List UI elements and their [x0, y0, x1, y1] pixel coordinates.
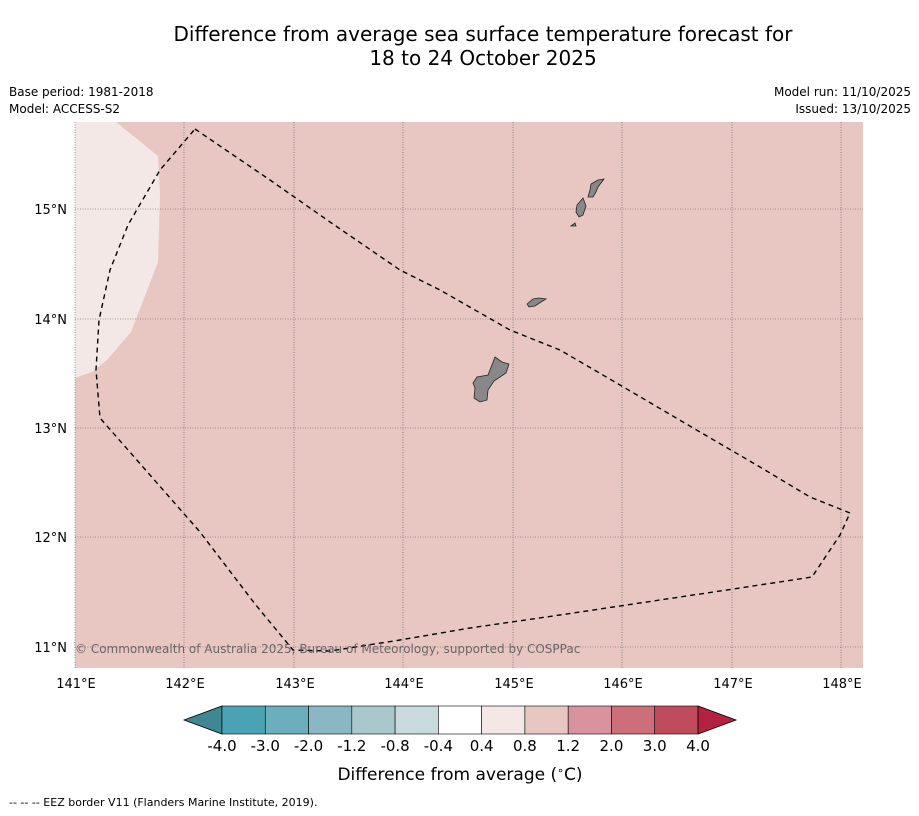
colorbar-tick-label: -0.8: [380, 737, 409, 755]
colorbar-tick-label: -4.0: [207, 737, 236, 755]
model-name: Model: ACCESS-S2: [9, 102, 121, 116]
colorbar-bin: [264, 705, 309, 735]
colorbar-tick-label: 1.2: [556, 737, 580, 755]
island-guam: [472, 356, 510, 403]
colorbar-tick-label: 4.0: [686, 737, 710, 755]
colorbar-tick-label: 0.8: [513, 737, 537, 755]
copyright-text: © Commonwealth of Australia 2025, Bureau…: [75, 642, 580, 656]
colorbar-tick-label: -0.4: [424, 737, 453, 755]
colorbar-bin: [308, 705, 353, 735]
figure-title: Difference from average sea surface temp…: [0, 22, 919, 70]
island-saipan: [587, 178, 605, 198]
colorbar-tick-labels: -4.0 -3.0 -2.0 -1.2 -0.8 -0.4 0.4 0.8 1.2 2.0 3.0 4…: [207, 737, 710, 755]
lat-label-15: 15°N: [34, 203, 67, 218]
colorbar-bin: [611, 705, 656, 735]
colorbar-low-extend: [182, 705, 223, 735]
island-aguijan: [569, 222, 577, 227]
meta-right: Model run: 11/10/2025 Issued: 13/10/2025: [774, 84, 911, 118]
colorbar-title: Difference from average (∘C): [337, 764, 582, 785]
land: [472, 178, 605, 403]
colorbar-bin: [567, 705, 612, 735]
meta-left: Base period: 1981-2018 Model: ACCESS-S2: [9, 84, 154, 118]
island-rota: [526, 297, 548, 308]
lat-label-11: 11°N: [34, 641, 67, 656]
colorbar-tick-label: 3.0: [643, 737, 667, 755]
colorbar-tick-label: -2.0: [294, 737, 323, 755]
graticule: [74, 122, 863, 668]
colorbar-tick-label: -3.0: [251, 737, 280, 755]
colorbar-bin: [654, 705, 699, 735]
island-tinian: [575, 197, 587, 218]
colorbar-bin: [351, 705, 396, 735]
lon-label-146: 146°E: [603, 677, 643, 692]
colorbar-bin: [524, 705, 569, 735]
eez-footnote: -- -- -- EEZ border V11 (Flanders Marine…: [9, 796, 318, 809]
colorbar-bin: [394, 705, 439, 735]
lat-label-13: 13°N: [34, 422, 67, 437]
colorbar-high-extend: [697, 705, 738, 735]
latitude-labels: 15°N 14°N 13°N 12°N 11°N: [34, 203, 67, 656]
lon-label-147: 147°E: [713, 677, 753, 692]
issued-date: Issued: 13/10/2025: [795, 102, 911, 116]
title-line-1: Difference from average sea surface temp…: [173, 22, 793, 46]
title-line-2: 18 to 24 October 2025: [369, 46, 597, 70]
colorbar-bin: [438, 705, 482, 735]
colorbar-bin: [221, 705, 266, 735]
lon-label-142: 142°E: [165, 677, 205, 692]
colorbar-tick-label: -1.2: [337, 737, 366, 755]
model-run: Model run: 11/10/2025: [773, 85, 911, 99]
colorbar-tick-label: 2.0: [600, 737, 624, 755]
base-period: Base period: 1981-2018: [9, 85, 154, 99]
lon-label-144: 144°E: [384, 677, 424, 692]
longitude-labels: 141°E 142°E 143°E 144°E 145°E 146°E 147°…: [56, 677, 862, 692]
lat-label-12: 12°N: [34, 531, 67, 546]
anomaly-background: [75, 122, 863, 668]
colorbar-bin: [481, 705, 526, 735]
lon-label-148: 148°E: [822, 677, 862, 692]
lat-label-14: 14°N: [34, 313, 67, 328]
eez-border: [95, 128, 851, 652]
lon-label-145: 145°E: [494, 677, 534, 692]
lon-label-143: 143°E: [275, 677, 315, 692]
lon-label-141: 141°E: [56, 677, 96, 692]
colorbar: [182, 705, 738, 735]
anomaly-west-patch: [75, 122, 160, 378]
colorbar-tick-label: 0.4: [470, 737, 494, 755]
